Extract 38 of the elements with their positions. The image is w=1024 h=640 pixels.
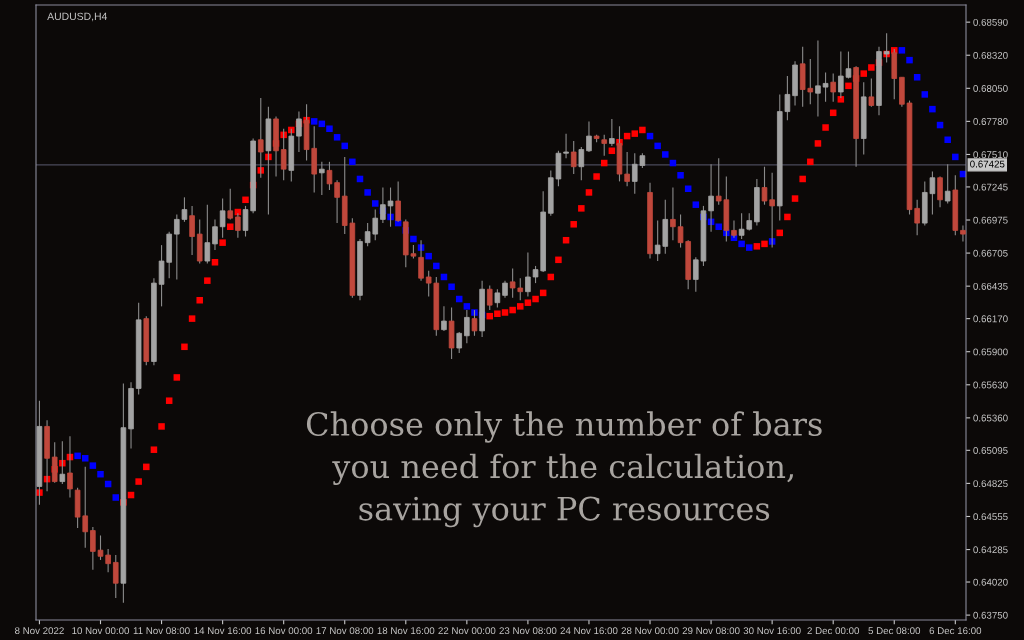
x-tick-label: 23 Nov 08:00	[499, 627, 557, 635]
y-tick-label: 0.64555	[973, 513, 1008, 521]
y-tick-label: 0.64285	[973, 546, 1008, 554]
x-tick-label: 30 Nov 16:00	[743, 627, 801, 635]
y-tick-label: 0.68050	[973, 85, 1008, 92]
y-tick-label: 0.65630	[973, 381, 1008, 389]
y-tick-label: 0.68590	[973, 18, 1008, 26]
y-tick-label: 0.65095	[973, 447, 1008, 454]
y-tick-label: 0.66975	[973, 216, 1008, 224]
y-tick-label: 0.65360	[973, 414, 1008, 422]
x-tick-label: 5 Dec 08:00	[868, 627, 921, 635]
annotation: Choose only the number of bars you need for the calculation, saving your PC resources	[306, 411, 822, 528]
x-tick-label: 17 Nov 08:00	[316, 627, 374, 635]
y-tick-label: 0.65900	[973, 348, 1008, 356]
y-tick-label: 0.64020	[973, 578, 1008, 586]
y-tick-label: 0.67245	[973, 183, 1008, 191]
x-tick-label: 18 Nov 16:00	[377, 627, 435, 635]
x-tick-label: 29 Nov 08:00	[682, 627, 740, 635]
x-tick-label: 24 Nov 16:00	[560, 627, 618, 635]
text: AUDUSD,H4	[47, 12, 108, 22]
x-tick-label: 2 Dec 00:00	[807, 627, 860, 635]
x-tick-label: 16 Nov 00:00	[255, 627, 313, 635]
y-tick-label: 0.66705	[973, 249, 1008, 257]
x-tick-label: 14 Nov 16:00	[194, 627, 252, 635]
x-tick-label: 28 Nov 00:00	[621, 627, 679, 635]
x-tick-label: 22 Nov 00:00	[438, 627, 496, 635]
y-tick-label: 0.66170	[973, 315, 1008, 323]
y-tick-label: 0.64825	[973, 480, 1008, 488]
ref-line-label: 0.67425	[970, 160, 1005, 168]
y-tick-label: 0.67780	[973, 118, 1008, 125]
x-tick-label: 10 Nov 00:00	[72, 627, 130, 635]
y-tick-label: 0.63750	[973, 611, 1008, 619]
x-tick-label: 6 Dec 16:00	[929, 627, 982, 635]
x-tick-label: 8 Nov 2022	[15, 627, 64, 635]
y-tick-label: 0.67510	[973, 151, 1008, 159]
y-tick-label: 0.68320	[973, 51, 1008, 59]
x-tick-label: 11 Nov 08:00	[133, 627, 190, 635]
y-tick-label: 0.66435	[973, 282, 1008, 290]
